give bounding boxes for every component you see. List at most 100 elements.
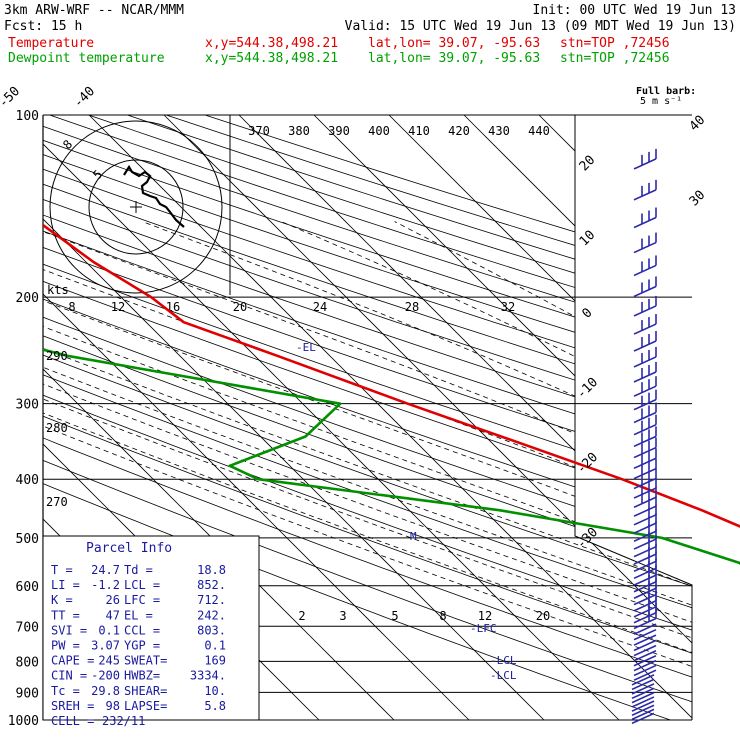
parcel-param-value: 98 — [106, 699, 120, 713]
wind-barb — [631, 712, 655, 725]
wind-barb — [633, 514, 657, 526]
dewpoint-station: stn=TOP ,72456 — [560, 51, 670, 66]
dry-adiabat — [43, 115, 692, 720]
profiles — [43, 223, 740, 565]
pressure-label: 300 — [16, 398, 39, 413]
parcel-info-title: Parcel Info — [86, 541, 172, 556]
mixing-ratio-label: 8 — [439, 609, 446, 623]
hodograph-ring-label: 8 — [60, 137, 75, 152]
wind-barb — [633, 356, 657, 368]
pressure-label: 200 — [16, 291, 39, 306]
wind-barb — [633, 669, 657, 681]
wind-barb — [633, 623, 657, 635]
wind-barb — [633, 628, 657, 641]
isotherm-label: 10 — [577, 228, 599, 250]
isotherm — [43, 115, 545, 720]
isotherm — [43, 115, 470, 720]
parcel-param-value: 26 — [106, 593, 120, 607]
parcel-param-name: CELL = — [51, 714, 94, 728]
speed-label: 8 — [68, 300, 75, 314]
wind-barb — [633, 398, 657, 411]
parcel-param-name: TT = — [51, 608, 80, 622]
theta-label-left: 280 — [46, 421, 68, 435]
wind-barb — [633, 522, 657, 534]
parcel-param-name: LCL = — [124, 578, 160, 592]
parcel-param-name: CAPE = — [51, 654, 94, 668]
pressure-label: 900 — [16, 686, 39, 701]
isotherm — [388, 115, 692, 720]
wind-barb — [633, 617, 657, 630]
wind-barb — [633, 505, 657, 517]
moist-adiabat — [43, 370, 692, 720]
wind-barb — [631, 708, 655, 721]
theta-label-left: 270 — [46, 495, 68, 509]
isotherm-label: -10 — [574, 375, 601, 402]
axis-labels: 1002003004005006007008009001000-80-70-60… — [0, 84, 708, 729]
isotherm — [463, 115, 692, 720]
parcel-param-name: HWBZ= — [124, 669, 160, 683]
wind-barb — [633, 305, 657, 317]
pressure-label: 100 — [16, 109, 39, 124]
isotherm-label: 30 — [687, 188, 709, 210]
parcel-param-name: SVI = — [51, 623, 87, 637]
wind-barb — [633, 487, 657, 499]
wind-barb — [633, 553, 657, 565]
isotherm-label: 20 — [577, 153, 599, 175]
wind-barb — [631, 687, 655, 700]
wind-barb — [633, 446, 657, 459]
parcel-param-name: YGP = — [124, 639, 160, 653]
wind-barb — [633, 423, 657, 436]
wind-barb — [633, 477, 657, 490]
dry-adiabat — [43, 115, 692, 720]
dry-adiabat — [43, 115, 692, 720]
parcel-param-name: SWEAT= — [124, 654, 167, 668]
parcel-info-box — [42, 535, 260, 721]
theta-label: 420 — [448, 124, 470, 138]
parcel-param-name: T = — [51, 563, 73, 577]
mixing-ratio-label: 12 — [478, 609, 492, 623]
wind-barb — [633, 587, 657, 599]
wind-barb — [633, 649, 657, 662]
parcel-param-name: LI = — [51, 578, 80, 592]
barb-legend-title: Full barb: — [636, 86, 696, 97]
wind-barb — [633, 581, 657, 593]
theta-label-left: 290 — [46, 349, 68, 363]
parcel-param-name: Tc = — [51, 684, 80, 698]
wind-barb — [633, 241, 657, 254]
init-time: Init: 00 UTC Wed 19 Jun 13 — [533, 3, 737, 18]
parcel-param-value: 712. — [197, 593, 226, 607]
dry-adiabat — [43, 115, 692, 720]
isotherm-label: 40 — [687, 113, 709, 135]
wind-barb — [631, 691, 655, 704]
dry-adiabat — [43, 115, 692, 720]
parcel-param-value: 18.8 — [197, 563, 226, 577]
theta-label: 400 — [368, 124, 390, 138]
isotherm-label: -20 — [574, 450, 601, 477]
level-annotation: -LCL — [490, 669, 517, 682]
parcel-param-value: 3334. — [190, 669, 226, 683]
dry-adiabat — [43, 115, 692, 720]
moist-adiabat — [43, 254, 692, 720]
wind-barb — [633, 411, 657, 424]
speed-label: 28 — [405, 300, 419, 314]
wind-barb — [631, 683, 655, 695]
mixing-ratio-label: 3 — [339, 609, 346, 623]
wind-barb — [633, 530, 657, 542]
hodograph-trace — [123, 164, 185, 228]
wind-barb — [633, 593, 657, 606]
parcel-param-name: Td = — [124, 563, 153, 577]
parcel-param-name: LFC = — [124, 593, 160, 607]
temperature-profile — [43, 223, 740, 528]
wind-barb — [633, 639, 657, 652]
isotherm — [43, 115, 620, 720]
parcel-param-value: 10. — [204, 684, 226, 698]
moist-adiabat — [43, 290, 692, 720]
wind-barb — [633, 264, 657, 277]
parcel-param-name: CIN = — [51, 669, 87, 683]
wind-barb — [633, 659, 657, 672]
wind-barb — [633, 158, 657, 170]
dry-adiabat — [43, 115, 692, 720]
parcel-param-name: CCL = — [124, 623, 160, 637]
parcel-param-name: EL = — [124, 608, 153, 622]
wind-barb — [633, 545, 657, 558]
